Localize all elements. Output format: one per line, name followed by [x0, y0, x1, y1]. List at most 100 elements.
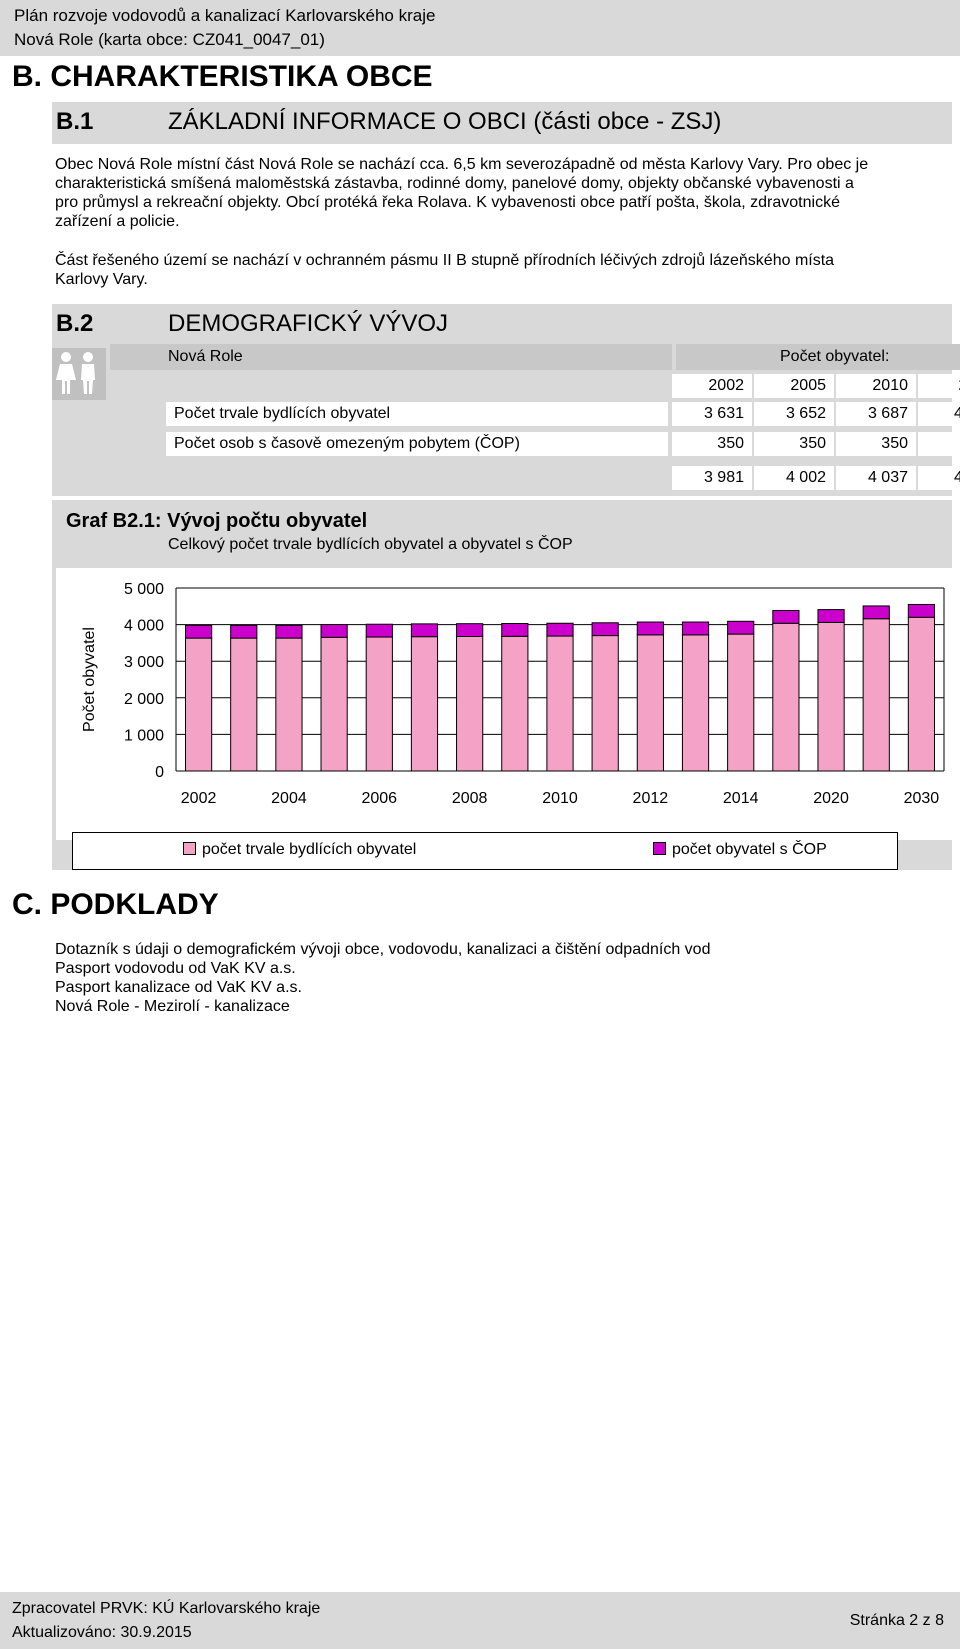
y-axis-label: Počet obyvatel [81, 627, 98, 732]
bar-permanent-2013 [681, 634, 710, 772]
bar-permanent-2010 [546, 635, 574, 772]
bar-permanent-2030 [907, 616, 936, 772]
b2-demography-panel: B.2 DEMOGRAFICKÝ VÝVOJ Nová Role Počet o… [52, 304, 960, 496]
x-tick-label: 2030 [904, 790, 940, 807]
x-tick-label: 2020 [813, 790, 849, 807]
bar-cop-2010 [546, 622, 574, 637]
bar-cop-2014 [727, 620, 755, 635]
year-header-2010: 2010 [836, 374, 916, 398]
footer-page-number: Stránka 2 z 8 [849, 1612, 944, 1629]
bar-cop-2005 [320, 624, 348, 638]
footer-processor: Zpracovatel PRVK: KÚ Karlovarského kraje [12, 1600, 321, 1617]
y-tick-label: 5 000 [124, 581, 164, 598]
bar-permanent-2005 [320, 636, 348, 772]
page-footer: Zpracovatel PRVK: KÚ Karlovarského kraje… [0, 1592, 960, 1649]
bar-cop-2011 [591, 622, 619, 637]
chart-legend: počet trvale bydlících obyvatel počet ob… [72, 832, 898, 870]
population-stacked-bar-chart: 0 1 000 2 000 3 000 4 000 5 000 Počet obyvatel… [81, 581, 945, 807]
row-permanent-residents-2005: 3 652 [754, 402, 834, 426]
x-tick-label: 2014 [723, 790, 759, 807]
x-tick-label: 2010 [542, 790, 578, 807]
section-c-heading: C. PODKLADY [12, 888, 219, 921]
b1-description-line: pro průmysl a rekreační objekty. Obcí pr… [55, 194, 840, 211]
x-tick-label: 2002 [181, 790, 217, 807]
year-header-2005: 2005 [754, 374, 834, 398]
legend-label-cop: počet obyvatel s ČOP [672, 841, 827, 858]
b1-title: ZÁKLADNÍ INFORMACE O OBCI (části obce - … [168, 108, 722, 135]
bar-cop-2009 [501, 623, 529, 637]
bar-cop-2008 [456, 623, 484, 637]
footer-updated: Aktualizováno: 30.9.2015 [12, 1624, 192, 1641]
source-line: Dotazník s údaji o demografickém vývoji … [55, 941, 711, 958]
y-tick-label: 1 000 [124, 727, 164, 744]
b1-note-line: Část řešeného území se nachází v ochrann… [55, 252, 835, 269]
b1-number: B.1 [56, 108, 94, 135]
y-tick-label: 0 [155, 764, 164, 781]
x-tick-label: 2006 [361, 790, 397, 807]
total-2010: 4 037 [836, 466, 916, 490]
y-tick-label: 2 000 [124, 691, 164, 708]
people-icon [52, 348, 106, 400]
row-permanent-residents-2010: 3 687 [836, 402, 916, 426]
b2-number: B.2 [56, 310, 94, 337]
b1-note-line: Karlovy Vary. [55, 271, 148, 288]
row-temporary-residents-label: Počet osob s časově omezeným pobytem (ČO… [166, 432, 668, 456]
graph-subtitle: Celkový počet trvale bydlících obyvatel … [168, 536, 573, 553]
bar-cop-2006 [365, 623, 393, 638]
chart-area: 0 1 000 2 000 3 000 4 000 5 000 Počet obyvatel… [56, 568, 952, 840]
legend-item-cop: počet obyvatel s ČOP [653, 841, 827, 859]
bar-cop-2015 [772, 609, 800, 624]
legend-swatch-cop [653, 842, 666, 855]
b1-description: Obec Nová Role místní část Nová Role se … [55, 155, 935, 231]
bar-permanent-2015 [772, 622, 800, 772]
bar-permanent-2003 [230, 637, 258, 772]
year-header-2002: 2002 [672, 374, 752, 398]
row-permanent-residents-label: Počet trvale bydlících obyvatel [166, 402, 668, 426]
table-place-cell: Nová Role [110, 344, 672, 370]
bar-permanent-2011 [591, 635, 619, 772]
total-2015: 4 386 [918, 466, 960, 490]
bar-permanent-2007 [410, 636, 439, 772]
x-tick-label: 2004 [271, 790, 307, 807]
table-group-header: Počet obyvatel: [780, 348, 890, 365]
bar-permanent-2004 [275, 637, 303, 772]
y-tick-label: 4 000 [124, 618, 164, 635]
x-tick-label: 2012 [633, 790, 669, 807]
x-tick-label: 2008 [452, 790, 488, 807]
bar-permanent-2020 [817, 621, 845, 772]
b1-description-line: zařízení a policie. [55, 213, 180, 230]
bar-permanent-2008 [456, 635, 484, 772]
bar-permanent-2014 [727, 633, 755, 772]
bar-cop-2025 [862, 605, 890, 620]
page-header: Plán rozvoje vodovodů a kanalizací Karlo… [0, 0, 960, 56]
bar-permanent-2025 [862, 618, 890, 772]
graph-title: Graf B2.1: Vývoj počtu obyvatel [66, 510, 368, 532]
bar-cop-2020 [817, 609, 845, 623]
b1-heading-band: B.1 ZÁKLADNÍ INFORMACE O OBCI (části obc… [52, 102, 952, 144]
bar-cop-2012 [636, 621, 664, 636]
y-tick-label: 3 000 [124, 654, 164, 671]
b1-description-line: charakteristická smíšená maloměstská zás… [55, 175, 854, 192]
b2-title: DEMOGRAFICKÝ VÝVOJ [168, 310, 449, 337]
legend-label-permanent: počet trvale bydlících obyvatel [202, 841, 417, 858]
row-permanent-residents-2015: 4 036 [918, 402, 960, 426]
legend-item-permanent: počet trvale bydlících obyvatel [183, 841, 416, 859]
bar-cop-2004 [275, 624, 303, 639]
year-header-2015: 2015 [918, 374, 960, 398]
row-temporary-residents-2005: 350 [754, 432, 834, 456]
bar-permanent-2002 [184, 637, 213, 772]
bar-permanent-2009 [501, 635, 529, 772]
bar-cop-2007 [410, 623, 439, 638]
bar-cop-2003 [230, 624, 258, 639]
row-permanent-residents-2002: 3 631 [672, 402, 752, 426]
row-temporary-residents-2015: 350 [918, 432, 960, 456]
source-line: Nová Role - Mezirolí - kanalizace [55, 998, 290, 1015]
bar-cop-2030 [907, 603, 936, 618]
total-2002: 3 981 [672, 466, 752, 490]
table-place-name: Nová Role [168, 348, 243, 365]
legend-swatch-permanent [183, 842, 196, 855]
source-line: Pasport kanalizace od VaK KV a.s. [55, 979, 302, 996]
section-c-sources: Dotazník s údaji o demografickém vývoji … [55, 940, 935, 1016]
table-group-header-cell: Počet obyvatel: [676, 344, 960, 370]
header-plan-title: Plán rozvoje vodovodů a kanalizací Karlo… [14, 6, 436, 25]
